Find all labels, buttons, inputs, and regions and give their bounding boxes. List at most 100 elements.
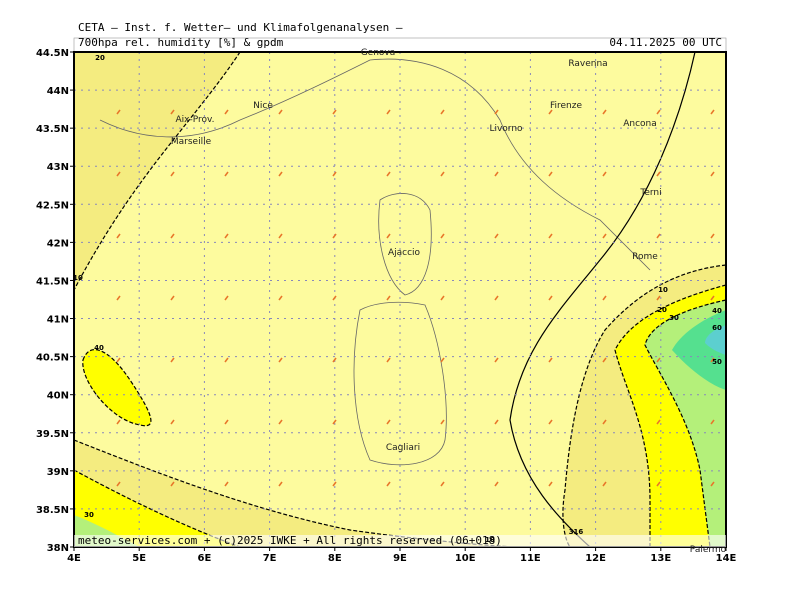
wind-arrow [494, 481, 499, 487]
wind-arrow [548, 109, 553, 115]
contour-label: 20 [95, 54, 105, 62]
lon-tick-label: 11E [520, 553, 541, 564]
wind-arrow [548, 233, 553, 239]
lat-tick-label: 42.5N [36, 200, 69, 211]
lat-tick-label: 38.5N [36, 505, 69, 516]
contour-label: 316 [569, 528, 584, 536]
wind-arrow [278, 233, 283, 239]
wind-arrow [224, 171, 229, 177]
wind-arrow [710, 481, 715, 487]
wind-arrow [710, 419, 715, 425]
wind-arrow [602, 171, 607, 177]
city-label: Firenze [550, 101, 582, 111]
footer-credit: meteo-services.com + (c)2025 IWKE + All … [78, 534, 502, 547]
wind-arrow [386, 233, 391, 239]
wind-arrow [710, 233, 715, 239]
wind-arrow [656, 171, 661, 177]
wind-arrow [278, 171, 283, 177]
field-south [74, 440, 520, 547]
lon-tick-label: 4E [67, 553, 81, 564]
field-patch [82, 349, 151, 426]
lon-tick-label: 5E [132, 553, 146, 564]
wind-arrow [710, 357, 715, 363]
wind-arrow [386, 295, 391, 301]
wind-arrow [224, 109, 229, 115]
wind-arrow [710, 295, 715, 301]
wind-arrow [332, 419, 337, 425]
wind-arrow [602, 357, 607, 363]
wind-arrow [278, 419, 283, 425]
wind-arrow [170, 419, 175, 425]
wind-arrow [440, 233, 445, 239]
wind-arrow [386, 419, 391, 425]
wind-arrow [494, 171, 499, 177]
lat-tick-label: 41N [47, 315, 69, 326]
contour-label: 60 [712, 324, 722, 332]
contour-label: 50 [712, 358, 722, 366]
wind-arrow [440, 295, 445, 301]
lon-tick-label: 9E [393, 553, 407, 564]
city-label: Aix-Prov. [176, 115, 215, 125]
wind-arrow [170, 109, 175, 115]
wind-arrow [440, 357, 445, 363]
contour-label: 40 [712, 307, 722, 315]
header-product: 700hpa rel. humidity [%] & gpdm [78, 36, 284, 49]
wind-arrow [170, 233, 175, 239]
city-label: Marseille [171, 137, 212, 147]
wind-arrow [494, 357, 499, 363]
city-label: Livorno [489, 124, 523, 134]
wind-arrow [656, 419, 661, 425]
wind-arrow [440, 419, 445, 425]
lat-tick-label: 40N [47, 391, 69, 402]
lat-tick-label: 44.5N [36, 48, 69, 59]
wind-arrow [116, 481, 121, 487]
field-teal [705, 325, 726, 355]
wind-arrow [116, 357, 121, 363]
lon-tick-label: 10E [455, 553, 476, 564]
wind-arrow [440, 171, 445, 177]
wind-arrow [602, 295, 607, 301]
wind-arrow [278, 481, 283, 487]
wind-arrows [116, 109, 715, 487]
wind-arrow [656, 357, 661, 363]
footer-bar [74, 535, 726, 547]
lat-tick-label: 43N [47, 162, 69, 173]
wind-arrow [602, 419, 607, 425]
wind-arrow [170, 295, 175, 301]
wind-arrow [116, 233, 121, 239]
city-label: Ancona [623, 119, 657, 129]
lon-tick-label: 8E [328, 553, 342, 564]
wind-arrow [602, 109, 607, 115]
city-label: Rome [632, 252, 658, 262]
header-institute: CETA — Inst. f. Wetter— und Klimafolgena… [78, 21, 403, 34]
city-label: Nice [253, 101, 273, 111]
wind-arrow [494, 233, 499, 239]
wind-arrow [332, 233, 337, 239]
wind-arrow [332, 357, 337, 363]
labels: 44.5N44N43.5N43N42.5N42N41.5N41N40.5N40N… [36, 48, 737, 564]
lat-tick-label: 39N [47, 467, 69, 478]
wind-arrow [278, 357, 283, 363]
wind-arrow [386, 171, 391, 177]
wind-arrow [278, 109, 283, 115]
contour-label: 40 [94, 344, 104, 352]
wind-arrow [224, 419, 229, 425]
wind-arrow [494, 109, 499, 115]
city-label: Ajaccio [388, 248, 421, 258]
wind-arrow [656, 233, 661, 239]
wind-arrow [116, 419, 121, 425]
city-label: Ravenna [568, 59, 607, 69]
wind-arrow [386, 357, 391, 363]
wind-arrow [548, 295, 553, 301]
city-label: Genova [361, 48, 396, 58]
lon-tick-label: 12E [585, 553, 606, 564]
wind-arrow [494, 295, 499, 301]
wind-arrow [116, 109, 121, 115]
wind-arrow [224, 481, 229, 487]
coastlines [99, 58, 651, 466]
wind-arrow [332, 295, 337, 301]
map-fields [74, 52, 726, 547]
wind-arrow [332, 481, 337, 487]
wind-arrow [548, 171, 553, 177]
